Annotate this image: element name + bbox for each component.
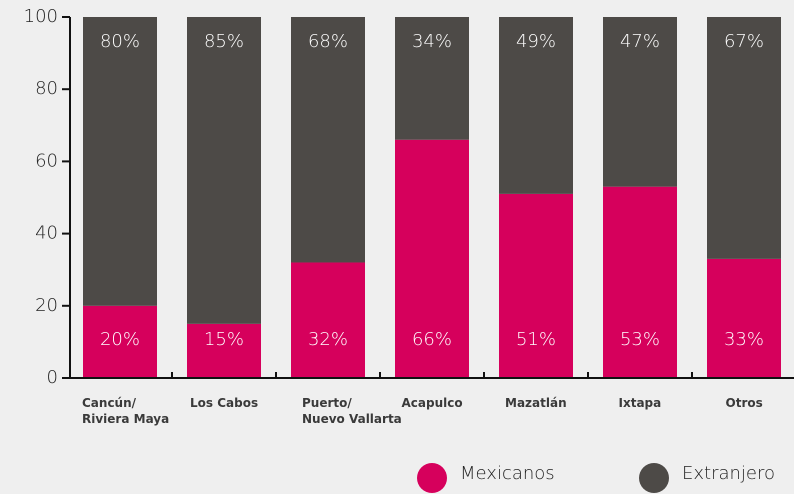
value-label: 33% [724, 329, 764, 350]
value-label: 20% [100, 329, 140, 350]
x-tick-label: Ixtapa [618, 396, 662, 410]
bar-segment [499, 193, 573, 378]
bar-segment [291, 262, 365, 378]
legend-label: Extranjero [682, 463, 775, 484]
legend-label: Mexicanos [460, 463, 555, 484]
value-label: 49% [516, 31, 556, 52]
value-label: 80% [100, 31, 140, 52]
bar-segment [395, 139, 469, 378]
value-label: 66% [412, 329, 452, 350]
legend-swatch [639, 463, 669, 493]
x-tick-label: Acapulco [401, 396, 463, 410]
x-tick-label: Puerto/ Nuevo Vallarta [302, 396, 402, 426]
value-label: 67% [724, 31, 764, 52]
bar-segment [707, 17, 781, 259]
x-tick-label: Cancún/ Riviera Maya [82, 396, 170, 426]
value-label: 85% [204, 31, 244, 52]
bar-segment [603, 17, 677, 187]
value-label: 34% [412, 31, 452, 52]
y-tick-label: 40 [35, 223, 58, 244]
x-tick-label: Los Cabos [190, 396, 259, 410]
value-label: 68% [308, 31, 348, 52]
bar-segment [187, 323, 261, 378]
bar-segment [707, 258, 781, 378]
value-label: 32% [308, 329, 348, 350]
value-label: 51% [516, 329, 556, 350]
bar-segment [603, 186, 677, 378]
y-tick-label: 80 [35, 78, 58, 99]
value-label: 53% [620, 329, 660, 350]
bar-segment [291, 17, 365, 263]
value-label: 15% [204, 329, 244, 350]
bar-segment [499, 17, 573, 194]
bar-segment [187, 17, 261, 324]
bar-segment [83, 17, 157, 306]
y-tick-label: 0 [47, 367, 58, 388]
x-tick-label: Mazatlán [505, 396, 567, 410]
y-tick-label: 100 [24, 6, 58, 27]
x-tick-label: Otros [725, 396, 763, 410]
y-tick-label: 20 [35, 295, 58, 316]
y-tick-label: 60 [35, 150, 58, 171]
bar-segment [395, 17, 469, 140]
bar-segment [83, 305, 157, 378]
value-label: 47% [620, 31, 660, 52]
legend-swatch [417, 463, 447, 493]
